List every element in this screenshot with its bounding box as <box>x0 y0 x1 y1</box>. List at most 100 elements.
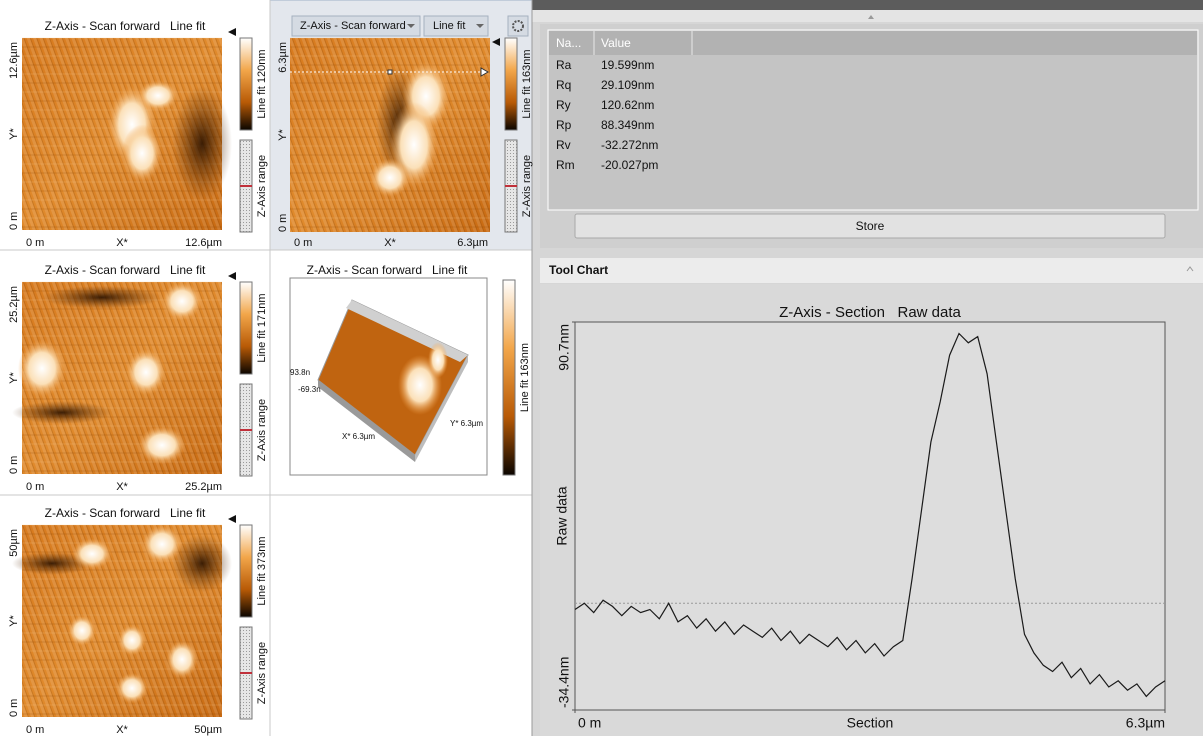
cell-value: -20.027pm <box>601 158 658 172</box>
column-header[interactable]: Na... <box>556 36 581 50</box>
y-axis-label: Raw data <box>554 486 570 545</box>
x-axis-mid: X* <box>116 481 128 493</box>
x-axis-right: 50µm <box>194 724 222 736</box>
z-bottom: -69.3n <box>298 385 321 394</box>
cell-value: 120.62nm <box>601 98 654 112</box>
tool-chart-title: Tool Chart <box>549 263 608 277</box>
settings-button[interactable] <box>508 16 528 36</box>
cell-value: -32.272nm <box>601 138 658 152</box>
page: body { margin: 0; width: 1203px; height:… <box>0 0 1203 736</box>
collapse-bar[interactable] <box>532 10 1203 22</box>
x-tick-label: 6.3µm <box>1126 715 1165 731</box>
colorbar <box>503 280 515 475</box>
panel-title: Z-Axis - Scan forward Line fit <box>307 263 468 277</box>
y-axis-top: 50µm <box>8 529 20 557</box>
x-label: X* 6.3µm <box>342 432 375 441</box>
y-axis-mid: Y* <box>8 371 20 383</box>
dropdown-label[interactable]: Z-Axis - Scan forward <box>300 20 406 32</box>
panel-title: Z-Axis - Scan forward Line fit <box>45 263 206 277</box>
scan-shadow <box>42 286 162 309</box>
cell-value: 88.349nm <box>601 118 654 132</box>
colorbar-label: Line fit 171nm <box>256 293 268 362</box>
z-top: 93.8n <box>290 368 310 377</box>
scan-shadow <box>172 86 232 201</box>
panel-title: Z-Axis - Scan forward Line fit <box>45 506 206 520</box>
x-axis-right: 6.3µm <box>457 237 488 249</box>
scan-feature <box>118 625 146 656</box>
section-handle[interactable] <box>388 70 392 74</box>
x-axis-right: 25.2µm <box>185 481 222 493</box>
cell-name: Ry <box>556 98 571 112</box>
x-axis-label: Section <box>847 715 894 731</box>
table-header <box>549 31 1197 55</box>
colorbar-label: Line fit 120nm <box>256 49 268 118</box>
colorbar-label: Line fit 163nm <box>521 49 533 118</box>
splitter-top <box>532 0 1203 10</box>
scan-feature <box>138 80 178 111</box>
x-axis-left: 0 m <box>26 237 44 249</box>
scan-shadow <box>12 401 112 424</box>
scan-panel: Z-Axis - Scan forward Line fit 12.6µm Y* 0 … <box>8 19 268 249</box>
x-axis-mid: X* <box>116 237 128 249</box>
scan-feature <box>162 282 202 320</box>
panel-title: Z-Axis - Scan forward Line fit <box>45 19 206 33</box>
scan-feature <box>126 349 166 395</box>
range-label: Z-Axis range <box>256 155 268 217</box>
3d-feature <box>428 342 448 378</box>
cell-name: Rp <box>556 118 572 132</box>
x-axis-left: 0 m <box>26 724 44 736</box>
cell-name: Rq <box>556 78 571 92</box>
x-axis-mid: X* <box>116 724 128 736</box>
scan-feature <box>142 525 182 563</box>
scan-feature <box>68 615 96 646</box>
tool-chart-header <box>540 258 1203 283</box>
y-label: Y* 6.3µm <box>450 419 483 428</box>
plot-area <box>575 322 1165 710</box>
column-header[interactable]: Value <box>601 36 631 50</box>
y-axis-mid: Y* <box>8 614 20 626</box>
x-tick-label: 0 m <box>578 715 601 731</box>
colorbar <box>505 38 517 130</box>
y-axis-mid: Y* <box>277 128 289 140</box>
y-axis-bottom: 0 m <box>8 699 20 717</box>
scan-feature <box>138 426 186 464</box>
y-axis-bottom: 0 m <box>8 212 20 230</box>
x-axis-mid: X* <box>384 237 396 249</box>
cursor-marker[interactable] <box>228 515 236 523</box>
y-tick-label: -34.4nm <box>556 657 572 708</box>
x-axis-right: 12.6µm <box>185 237 222 249</box>
x-axis-left: 0 m <box>294 237 312 249</box>
cell-name: Rv <box>556 138 571 152</box>
cursor-marker[interactable] <box>228 272 236 280</box>
range-label: Z-Axis range <box>521 155 533 217</box>
cell-value: 29.109nm <box>601 78 654 92</box>
y-axis-mid: Y* <box>8 127 20 139</box>
dropdown-label[interactable]: Line fit <box>433 20 465 32</box>
colorbar <box>240 282 252 374</box>
scan-feature <box>18 340 66 398</box>
colorbar-label: Line fit 373nm <box>256 536 268 605</box>
colorbar <box>240 38 252 130</box>
scan-feature <box>116 673 148 704</box>
body: { "panels": [ {"title": "Z-Axis - Scan f… <box>0 0 1203 736</box>
cell-name: Ra <box>556 58 572 72</box>
range-label: Z-Axis range <box>256 399 268 461</box>
scan-feature <box>122 124 162 182</box>
y-axis-top: 6.3µm <box>277 42 289 73</box>
chart-title: Z-Axis - Section Raw data <box>779 304 961 321</box>
store-button-label[interactable]: Store <box>856 219 885 233</box>
range-label: Z-Axis range <box>256 642 268 704</box>
colorbar <box>240 525 252 617</box>
cell-name: Rm <box>556 158 575 172</box>
x-axis-left: 0 m <box>26 481 44 493</box>
scan-panel: Z-Axis - Scan forward Line fit 50µm Y* 0 m 0… <box>8 506 268 736</box>
y-axis-bottom: 0 m <box>277 214 289 232</box>
cursor-marker[interactable] <box>228 28 236 36</box>
cell-value: 19.599nm <box>601 58 654 72</box>
y-tick-label: 90.7nm <box>556 324 572 371</box>
colorbar-label: Line fit 163nm <box>519 343 531 412</box>
scan-feature <box>370 158 410 197</box>
screen: Store Tool Chart Z-Axis - Scan forward L… <box>0 0 1203 736</box>
3d-panel: Z-Axis - Scan forward Line fit 93.8n -69.3… <box>290 263 531 475</box>
scan-panel: Z-Axis - Scan forward Line fit 25.2µm Y* 0 … <box>8 263 268 493</box>
